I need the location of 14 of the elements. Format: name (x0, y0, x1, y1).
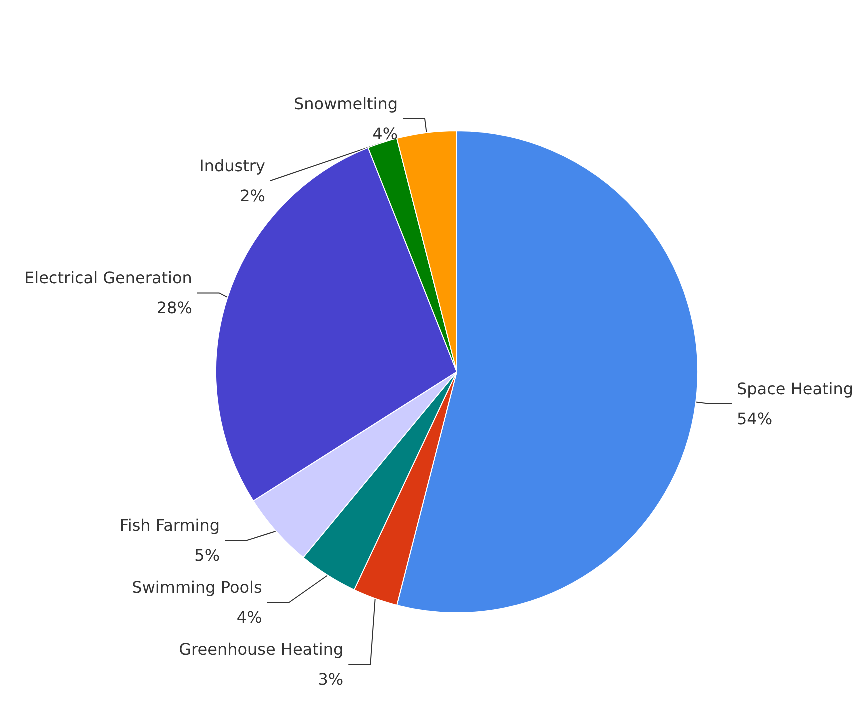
slice-label: Greenhouse Heating (179, 640, 344, 660)
slice-label: Electrical Generation (24, 268, 192, 288)
slice-label: Fish Farming (120, 516, 220, 536)
data-label: 4% (372, 124, 398, 144)
slice-label: Industry (200, 156, 266, 176)
data-label: 2% (240, 186, 266, 206)
slice-label: Snowmelting (294, 94, 398, 114)
data-label: 3% (318, 670, 344, 690)
slice-label: Swimming Pools (132, 578, 262, 598)
slice-label: Space Heating (736, 379, 854, 398)
data-label: 28% (156, 298, 192, 318)
data-label: 54% (736, 409, 773, 428)
data-label: 4% (236, 608, 262, 628)
data-label: 5% (194, 546, 220, 566)
